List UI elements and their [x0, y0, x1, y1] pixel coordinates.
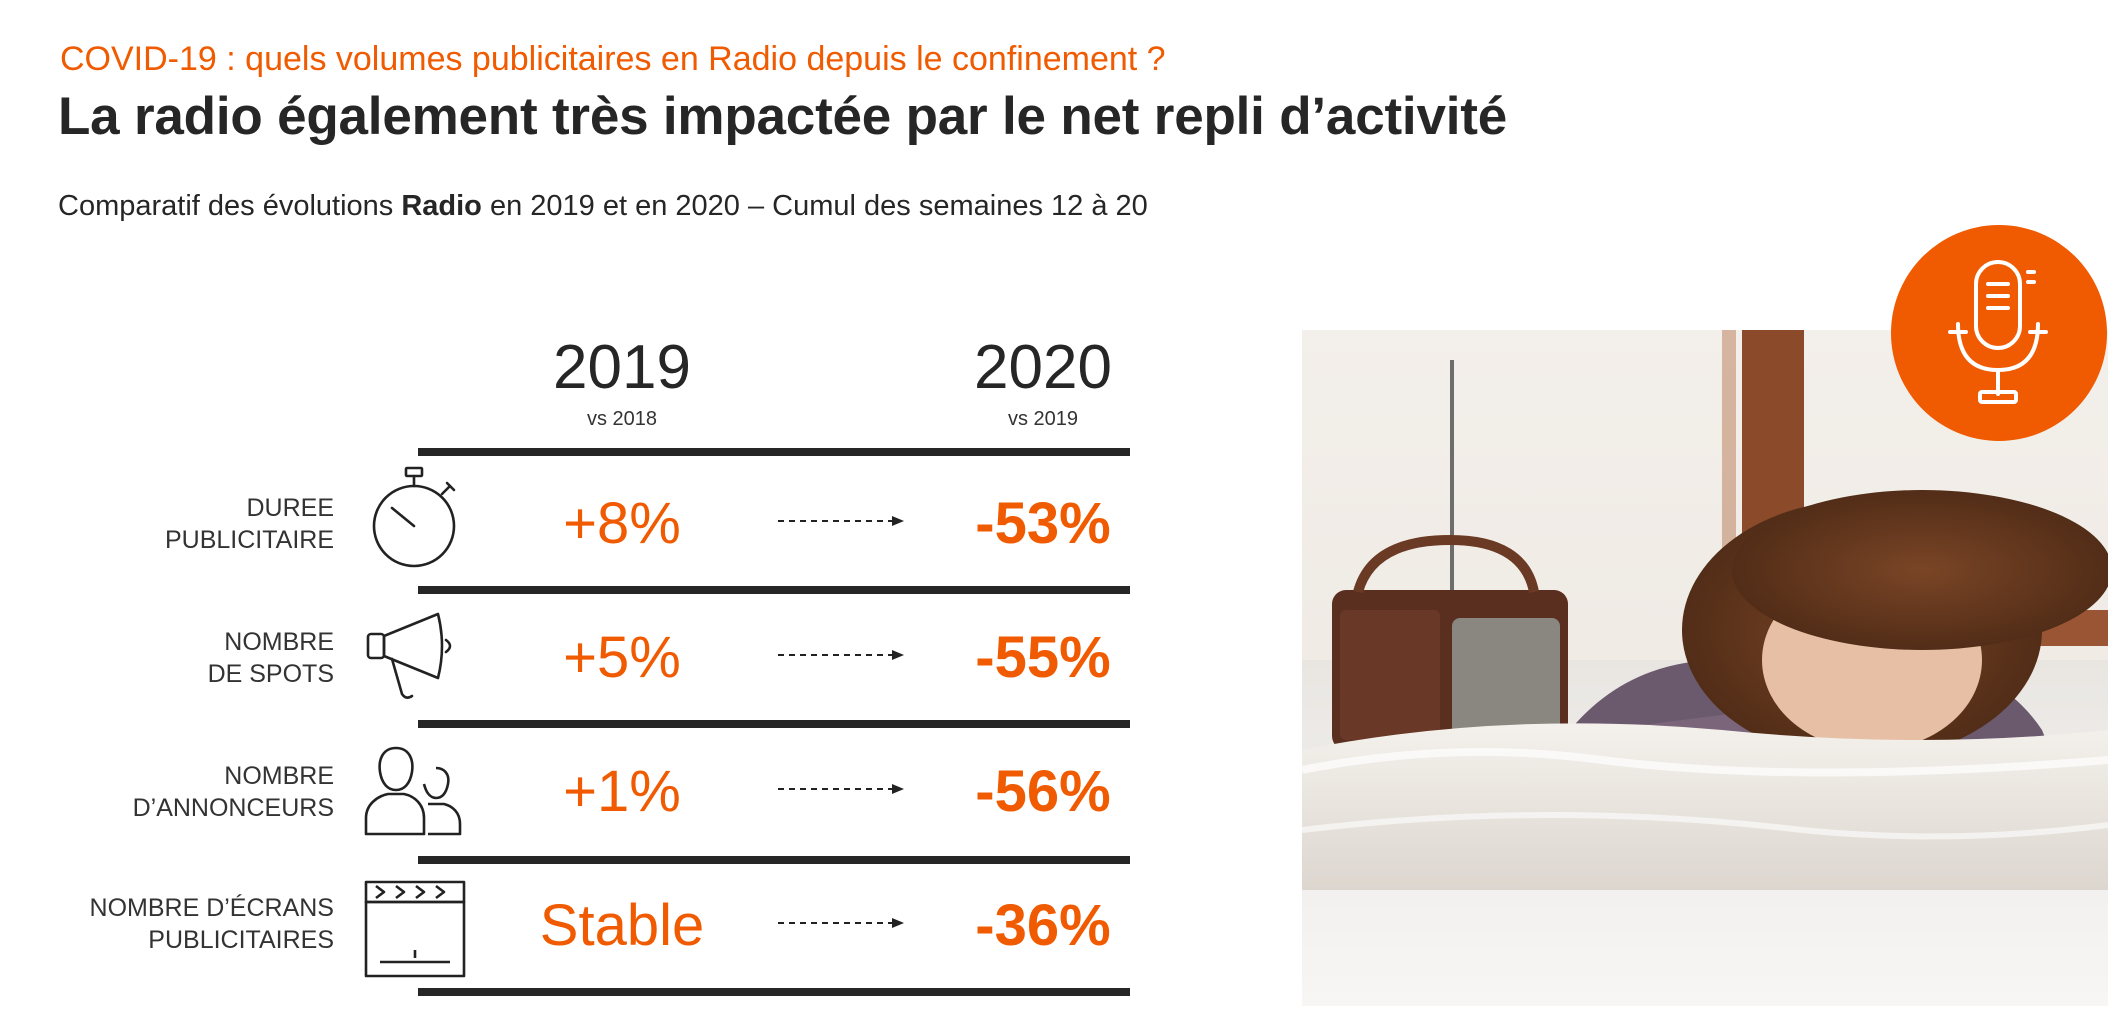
row-label-ecrans: NOMBRE D’ÉCRANS PUBLICITAIRES: [54, 892, 334, 956]
row-label-line: NOMBRE: [224, 762, 334, 790]
row-label-line: NOMBRE D’ÉCRANS: [89, 894, 334, 922]
arrow-right-icon: [778, 650, 904, 660]
clapperboard-icon: [364, 880, 466, 978]
value-2020: -56%: [975, 759, 1111, 824]
row-label-annonceurs: NOMBRE D’ANNONCEURS: [54, 760, 334, 824]
divider-top: [418, 448, 1130, 456]
value-2019: +5%: [563, 625, 681, 690]
subtitle-prefix: Comparatif des évolutions: [58, 190, 402, 222]
divider-bottom: [418, 988, 1130, 996]
value-2020: -36%: [975, 893, 1111, 958]
megaphone-icon: [366, 612, 452, 699]
value-2019: Stable: [539, 893, 705, 958]
page-title: La radio également très impactée par le …: [58, 87, 1507, 146]
row-label-line: DE SPOTS: [207, 660, 334, 688]
row-label-line: D’ANNONCEURS: [132, 794, 334, 822]
value-2020: -53%: [975, 491, 1111, 556]
divider: [418, 720, 1130, 728]
microphone-icon: [1891, 225, 2107, 441]
column-2019-subtitle: vs 2018: [586, 408, 658, 430]
row-label-spots: NOMBRE DE SPOTS: [54, 626, 334, 690]
divider: [418, 856, 1130, 864]
arrow-right-icon: [778, 516, 904, 526]
value-2019: +8%: [563, 491, 681, 556]
divider: [418, 586, 1130, 594]
row-label-duree: DUREE PUBLICITAIRE: [54, 492, 334, 556]
column-2019-year: 2019: [553, 333, 691, 402]
value-2020: -55%: [975, 625, 1111, 690]
page-subtitle: Comparatif des évolutions Radio en 2019 …: [58, 190, 1148, 223]
stopwatch-icon: [372, 466, 456, 568]
row-label-line: PUBLICITAIRE: [164, 526, 334, 554]
woman-with-radio-photo: [1302, 330, 2108, 1006]
value-2019: +1%: [563, 759, 681, 824]
column-2020-subtitle: vs 2019: [1007, 408, 1079, 430]
row-label-line: DUREE: [246, 494, 334, 522]
people-icon: [364, 746, 462, 836]
row-label-line: NOMBRE: [224, 628, 334, 656]
row-label-line: PUBLICITAIRES: [148, 926, 334, 954]
arrow-right-icon: [778, 918, 904, 928]
arrow-right-icon: [778, 784, 904, 794]
column-2020-year: 2020: [974, 333, 1112, 402]
subtitle-suffix: en 2019 et en 2020 – Cumul des semaines …: [481, 190, 1148, 222]
subtitle-bold: Radio: [401, 190, 482, 222]
kicker-title: COVID-19 : quels volumes publicitaires e…: [60, 40, 1166, 78]
